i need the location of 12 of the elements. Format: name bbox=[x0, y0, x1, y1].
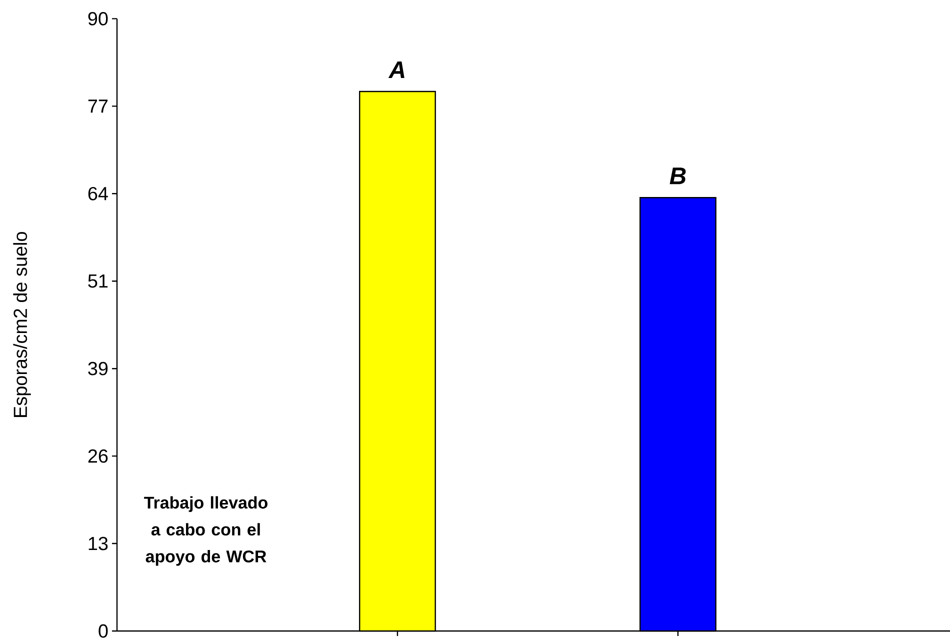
y-tick-label: 0 bbox=[98, 624, 108, 638]
y-tick-label: 90 bbox=[88, 12, 108, 26]
y-tick-label: 13 bbox=[88, 536, 108, 550]
y-tick-label: 77 bbox=[88, 100, 108, 113]
annotation: B bbox=[670, 168, 686, 184]
y-tick-label: 64 bbox=[88, 186, 108, 200]
annotation: A bbox=[388, 62, 404, 78]
y-tick-label: 51 bbox=[88, 274, 108, 288]
annotation: Trabajo llevado a cabo con el apoyo de WCR bbox=[144, 496, 268, 566]
y-axis-title: Esporas/cm2 de suelo bbox=[13, 232, 31, 417]
y-tick-label: 26 bbox=[88, 449, 108, 463]
y-tick-label: 39 bbox=[88, 362, 108, 376]
